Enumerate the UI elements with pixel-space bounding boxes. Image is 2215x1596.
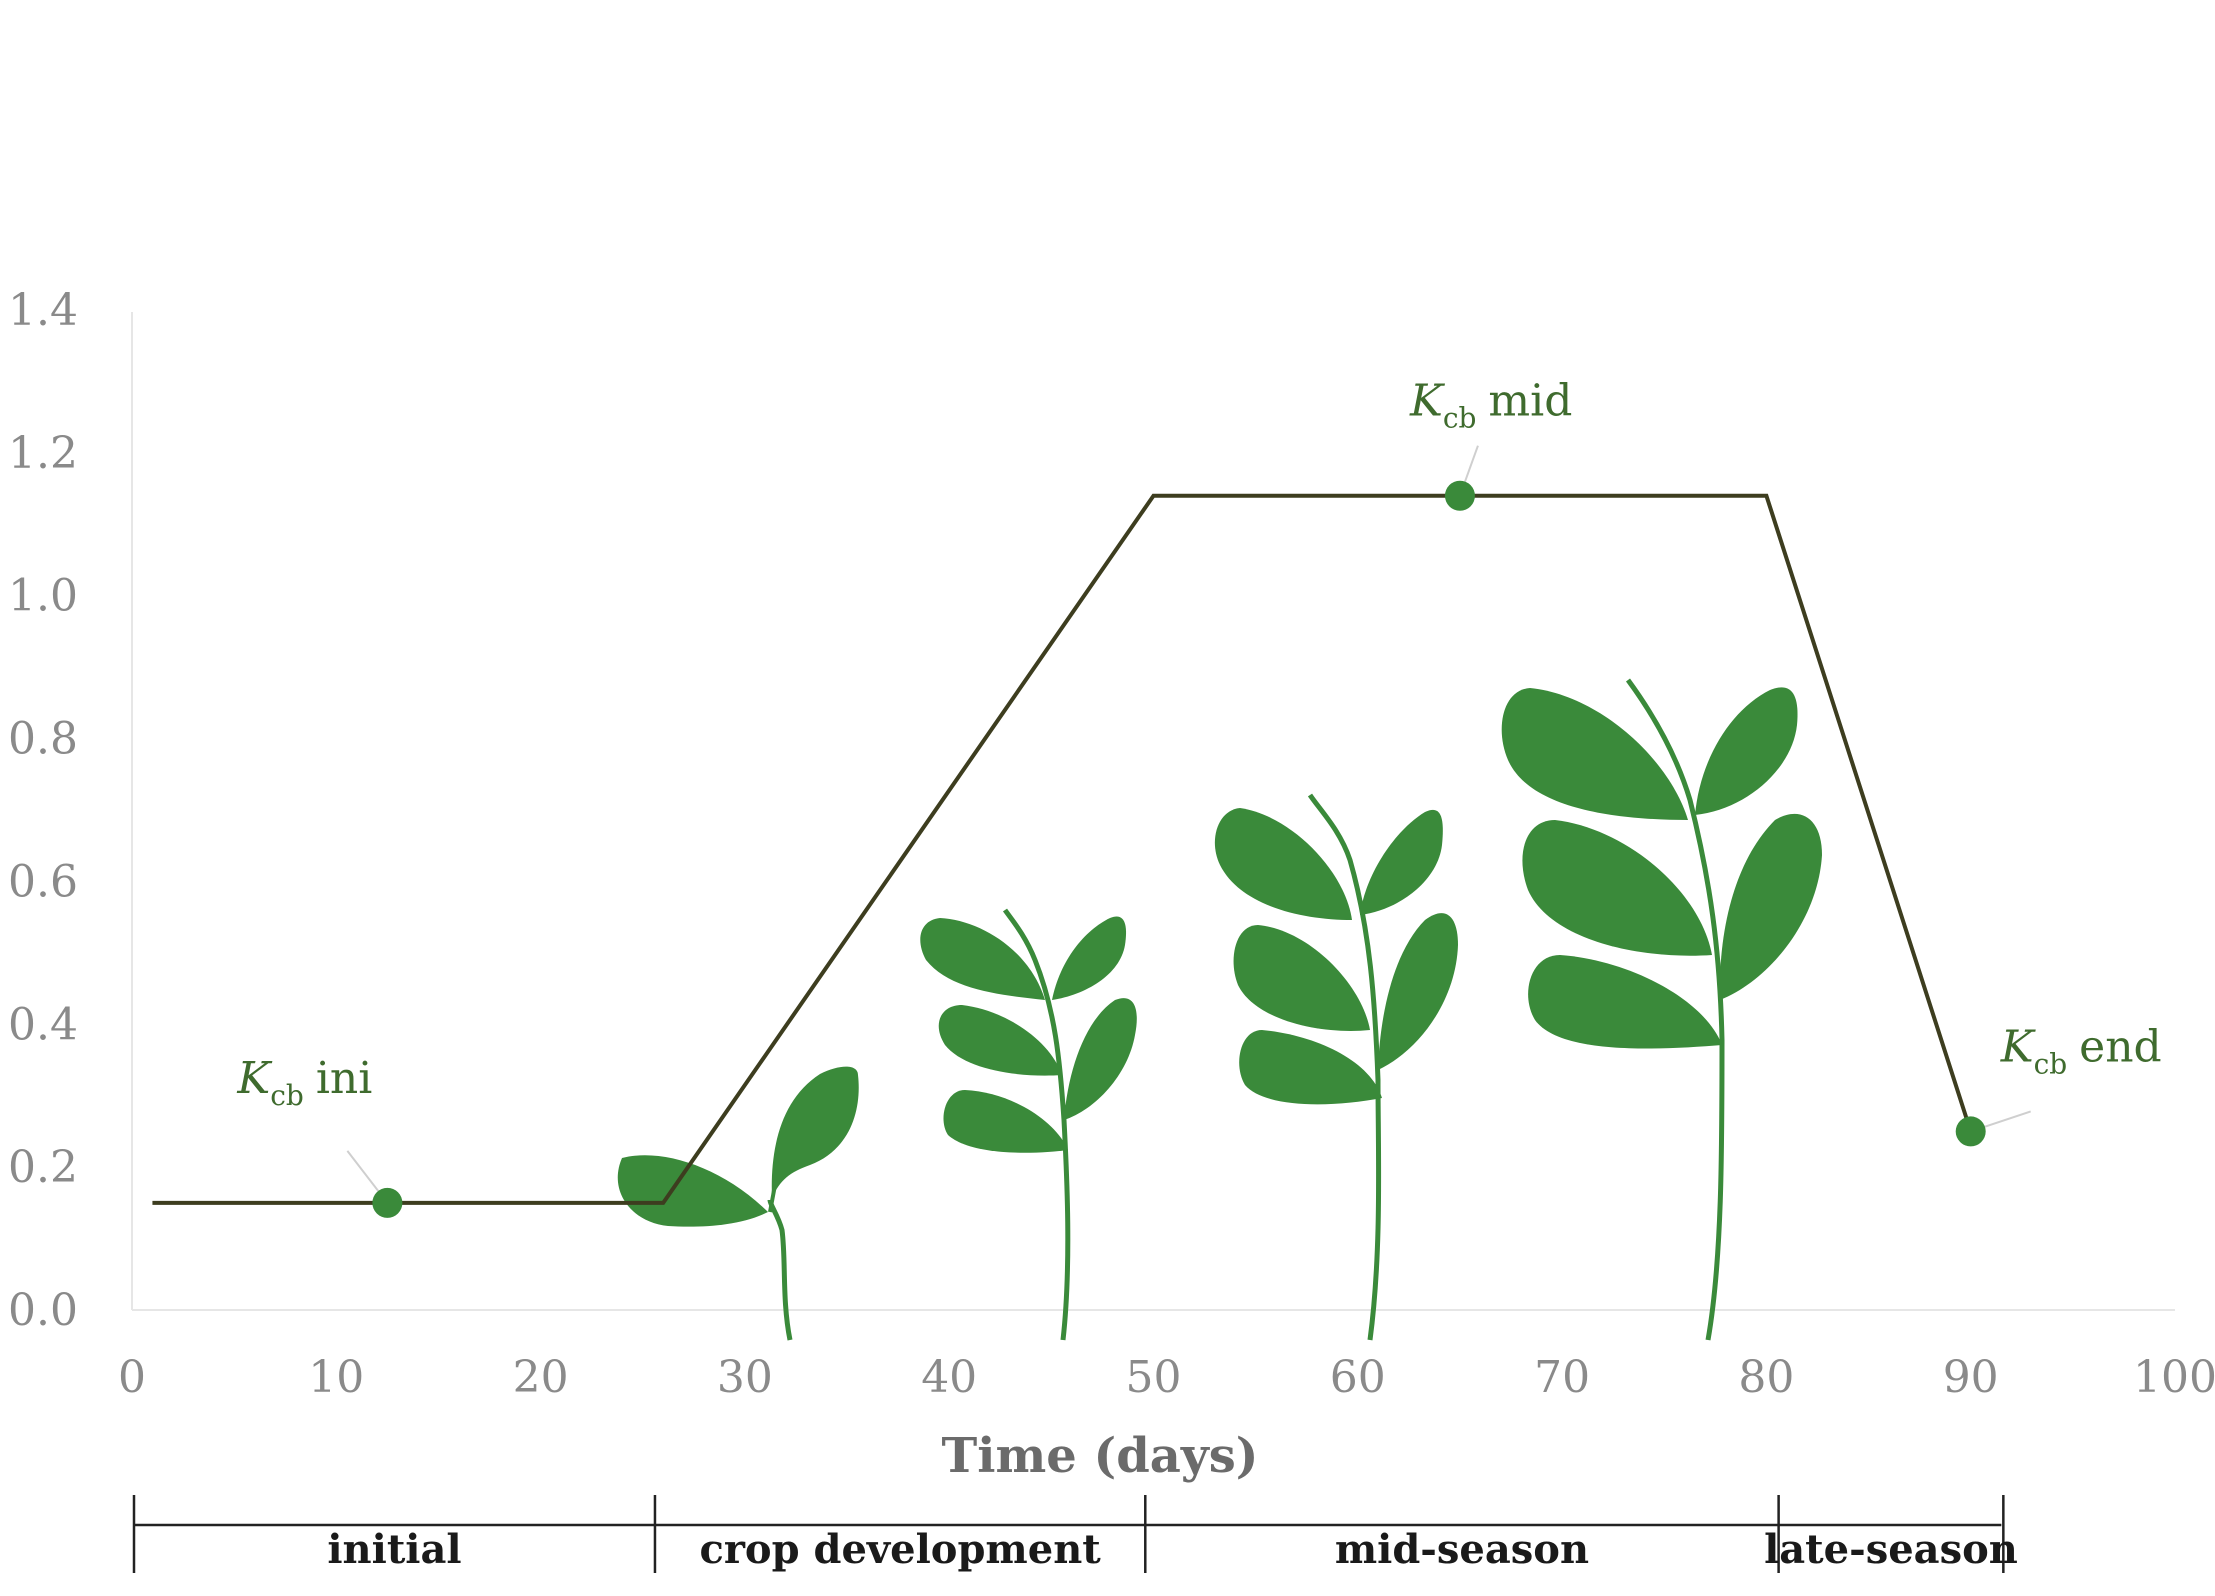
kcb-end-marker [1955, 1116, 1986, 1147]
x-tick-label: 80 [1738, 1352, 1794, 1403]
plant-large [1501, 678, 1822, 1341]
y-tick-label: 1.0 [8, 571, 78, 622]
x-tick-label: 100 [2133, 1352, 2215, 1403]
y-tick-label: 0.6 [8, 856, 78, 907]
x-tick-label: 0 [118, 1352, 146, 1403]
stage-label: late-season [1764, 1526, 2018, 1573]
kcb-curve-line [152, 493, 1973, 1205]
kcb-mid-label: Kcb mid [1409, 376, 1572, 435]
kcb-ini-marker [372, 1187, 403, 1218]
kcb-mid-marker [1444, 480, 1475, 511]
kcb-end-label: Kcb end [2000, 1021, 2162, 1080]
kcb-subscript: cb [2034, 1047, 2068, 1080]
stage-label: initial [327, 1526, 461, 1573]
stage-label: mid-season [1335, 1526, 1589, 1573]
kcb-ini-label: Kcb ini [236, 1053, 372, 1112]
plant-small [920, 908, 1137, 1341]
kcb-symbol: K [236, 1053, 272, 1104]
kcb-suffix: mid [1488, 376, 1572, 427]
kcb-symbol: K [2000, 1021, 2036, 1072]
kcb-subscript: cb [270, 1079, 304, 1112]
x-tick-label: 90 [1943, 1352, 1999, 1403]
x-tick-label: 20 [513, 1352, 569, 1403]
y-tick-label: 0.4 [8, 999, 78, 1050]
x-tick-label: 30 [717, 1352, 773, 1403]
y-tick-labels: 0.0 0.2 0.4 0.6 0.8 1.0 1.2 1.4 [8, 285, 78, 1336]
growth-stages-bar: initial crop development mid-season late-se… [132, 1495, 2018, 1573]
stage-label: crop development [699, 1526, 1101, 1573]
y-tick-label: 0.2 [8, 1142, 78, 1193]
y-tick-label: 1.2 [8, 428, 78, 479]
x-tick-label: 50 [1126, 1352, 1182, 1403]
y-tick-label: 1.4 [8, 285, 78, 336]
y-tick-label: 0.8 [8, 714, 78, 765]
x-tick-label: 40 [921, 1352, 977, 1403]
plant-illustrations [617, 678, 1822, 1341]
kcb-symbol: K [1409, 376, 1445, 427]
x-axis-title: Time (days) [942, 1428, 1259, 1484]
kcb-suffix: ini [316, 1053, 372, 1104]
x-tick-labels: 0 10 20 30 40 50 60 70 80 90 100 [118, 1352, 2215, 1403]
x-tick-label: 70 [1534, 1352, 1590, 1403]
x-tick-label: 60 [1330, 1352, 1386, 1403]
kcb-subscript: cb [1443, 402, 1477, 435]
kcb-suffix: end [2079, 1021, 2162, 1072]
y-tick-label: 0.0 [8, 1285, 78, 1336]
plant-medium [1214, 793, 1458, 1341]
x-tick-label: 10 [308, 1352, 364, 1403]
plant-seedling [617, 1066, 859, 1341]
